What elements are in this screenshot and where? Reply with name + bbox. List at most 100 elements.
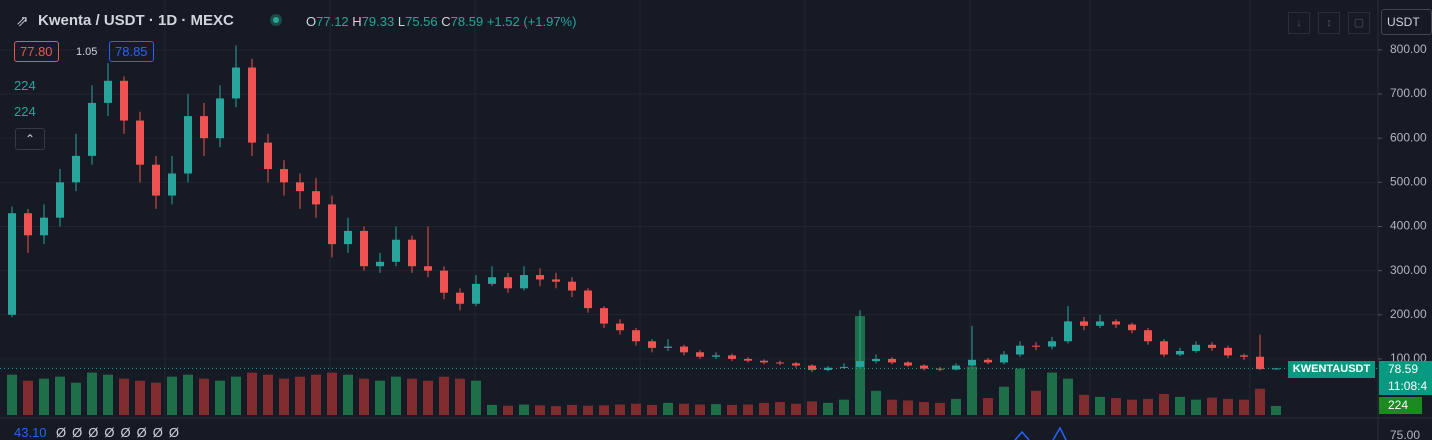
candle-body xyxy=(472,283,480,304)
volume-bar xyxy=(1223,398,1233,415)
candle-body xyxy=(520,275,528,289)
volume-bar xyxy=(55,376,65,415)
indicator-param: Ø xyxy=(72,425,83,440)
volume-bar xyxy=(1127,399,1137,415)
candle-body xyxy=(968,359,976,366)
volume-bar xyxy=(407,378,417,415)
volume-bar xyxy=(807,401,817,415)
candle-body xyxy=(840,366,848,368)
indicator-param: Ø xyxy=(168,425,179,440)
volume-bar xyxy=(279,378,289,415)
collapse-button[interactable]: ⌃ xyxy=(15,128,45,150)
volume-legend: 224 xyxy=(14,104,36,119)
candle-body xyxy=(344,230,352,245)
candle-body xyxy=(984,359,992,363)
volume-bar xyxy=(423,380,433,415)
candle-body xyxy=(616,323,624,331)
ohlc-label: O xyxy=(306,14,317,29)
candle-body xyxy=(776,362,784,364)
ohlc-legend: O77.12 H79.33 L75.56 C78.59 +1.52 (+1.97… xyxy=(306,14,576,29)
candle-body xyxy=(888,358,896,363)
volume-bar xyxy=(871,390,881,415)
volume-bar xyxy=(87,372,97,415)
volume-bar xyxy=(231,376,241,415)
candle-body xyxy=(1144,330,1152,342)
ohlc-label: L xyxy=(397,14,406,29)
volume-bar xyxy=(1207,397,1217,415)
change: +1.52 (+1.97%) xyxy=(486,14,577,29)
currency-button[interactable]: USDT xyxy=(1381,9,1432,35)
sell-button[interactable]: 77.80 xyxy=(14,41,59,62)
volume-bar xyxy=(7,374,17,415)
candle-body xyxy=(1000,354,1008,363)
candle-body xyxy=(1176,350,1184,355)
candle-body xyxy=(808,365,816,370)
volume-bar xyxy=(647,404,657,415)
volume-bar xyxy=(39,378,49,415)
buy-button[interactable]: 78.85 xyxy=(109,41,154,62)
volume-bar xyxy=(567,404,577,415)
candle-body xyxy=(1128,324,1136,331)
symbol-title[interactable]: Kwenta / USDT · 1D · MEXC xyxy=(38,12,234,29)
candle-body xyxy=(936,368,944,370)
volume-bar xyxy=(999,386,1009,415)
volume-bar xyxy=(503,405,513,415)
candle-body xyxy=(1224,347,1232,356)
candle-body xyxy=(568,281,576,291)
candle-body xyxy=(264,142,272,170)
candle-body xyxy=(1112,321,1120,325)
candle-body xyxy=(744,358,752,361)
candle-body xyxy=(680,346,688,353)
volume-bar xyxy=(151,382,161,415)
last-price: 78.59 xyxy=(1388,362,1419,376)
volume-bar xyxy=(1143,398,1153,415)
indicator-tick-label: 75.00 xyxy=(1390,428,1420,440)
spread: 1.05 xyxy=(76,46,98,58)
ohlc-label: H xyxy=(352,14,362,29)
y-tick-label: 700.00 xyxy=(1390,86,1427,100)
candle-body xyxy=(232,67,240,99)
volume-bar xyxy=(343,374,353,415)
candle-body xyxy=(536,275,544,280)
volume-bar xyxy=(919,402,929,415)
candle-body xyxy=(136,120,144,165)
volume-bar xyxy=(983,398,993,415)
candle-body xyxy=(792,363,800,366)
volume-bar xyxy=(215,380,225,415)
volume-bar xyxy=(375,380,385,415)
volume-bar xyxy=(519,404,529,415)
scroll-down-button[interactable]: ↓ xyxy=(1288,12,1310,34)
volume-bar xyxy=(1175,396,1185,415)
volume-bar xyxy=(471,380,481,415)
volume-bar xyxy=(1159,394,1169,415)
candle-body xyxy=(184,116,192,174)
maximize-button[interactable]: ↕ xyxy=(1318,12,1340,34)
volume-bar xyxy=(631,403,641,415)
volume-legend: 224 xyxy=(14,78,36,93)
volume-bar xyxy=(1031,390,1041,415)
candle-body xyxy=(1192,344,1200,351)
volume-bar xyxy=(1191,399,1201,415)
candle-body xyxy=(456,292,464,304)
indicator-line xyxy=(1014,426,1067,440)
volume-bar xyxy=(791,403,801,415)
candle-body xyxy=(376,261,384,267)
candle-body xyxy=(104,80,112,103)
fullscreen-button[interactable]: ▢ xyxy=(1348,12,1370,34)
status-dot xyxy=(270,14,282,26)
candle-body xyxy=(1064,321,1072,342)
volume-bar xyxy=(1095,396,1105,415)
candle-body xyxy=(1032,345,1040,347)
last-price-label: 78.59 11:08:4 xyxy=(1379,361,1432,395)
indicator-value: 43.10 xyxy=(14,425,47,440)
volume-bar xyxy=(823,402,833,415)
candle-body xyxy=(920,365,928,369)
y-tick-label: 600.00 xyxy=(1390,130,1427,144)
volume-bar xyxy=(1239,399,1249,415)
volume-bar xyxy=(935,402,945,415)
volume-bar xyxy=(967,366,977,415)
volume-bar xyxy=(71,382,81,415)
candle-body xyxy=(696,352,704,357)
y-tick-label: 200.00 xyxy=(1390,307,1427,321)
volume-bar xyxy=(743,404,753,415)
